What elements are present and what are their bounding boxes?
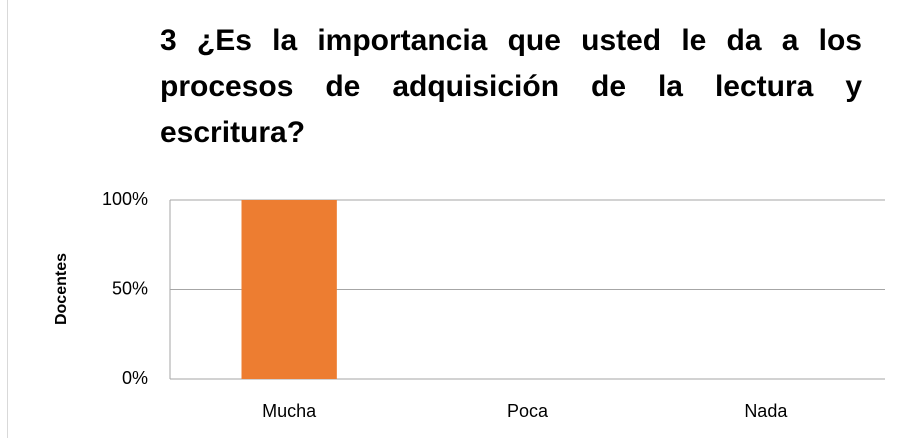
y-tick-label: 100% [102,189,148,209]
chart-title: 3 ¿Es la importancia que usted le da a l… [160,24,862,149]
chart-border [7,0,8,438]
y-tick-label: 50% [112,278,148,298]
x-tick-label: Mucha [262,401,317,421]
x-tick-label: Nada [744,401,788,421]
y-axis-label: Docentes [53,253,70,325]
bar [241,200,337,379]
y-tick-label: 0% [122,368,148,388]
x-tick-label: Poca [507,401,549,421]
